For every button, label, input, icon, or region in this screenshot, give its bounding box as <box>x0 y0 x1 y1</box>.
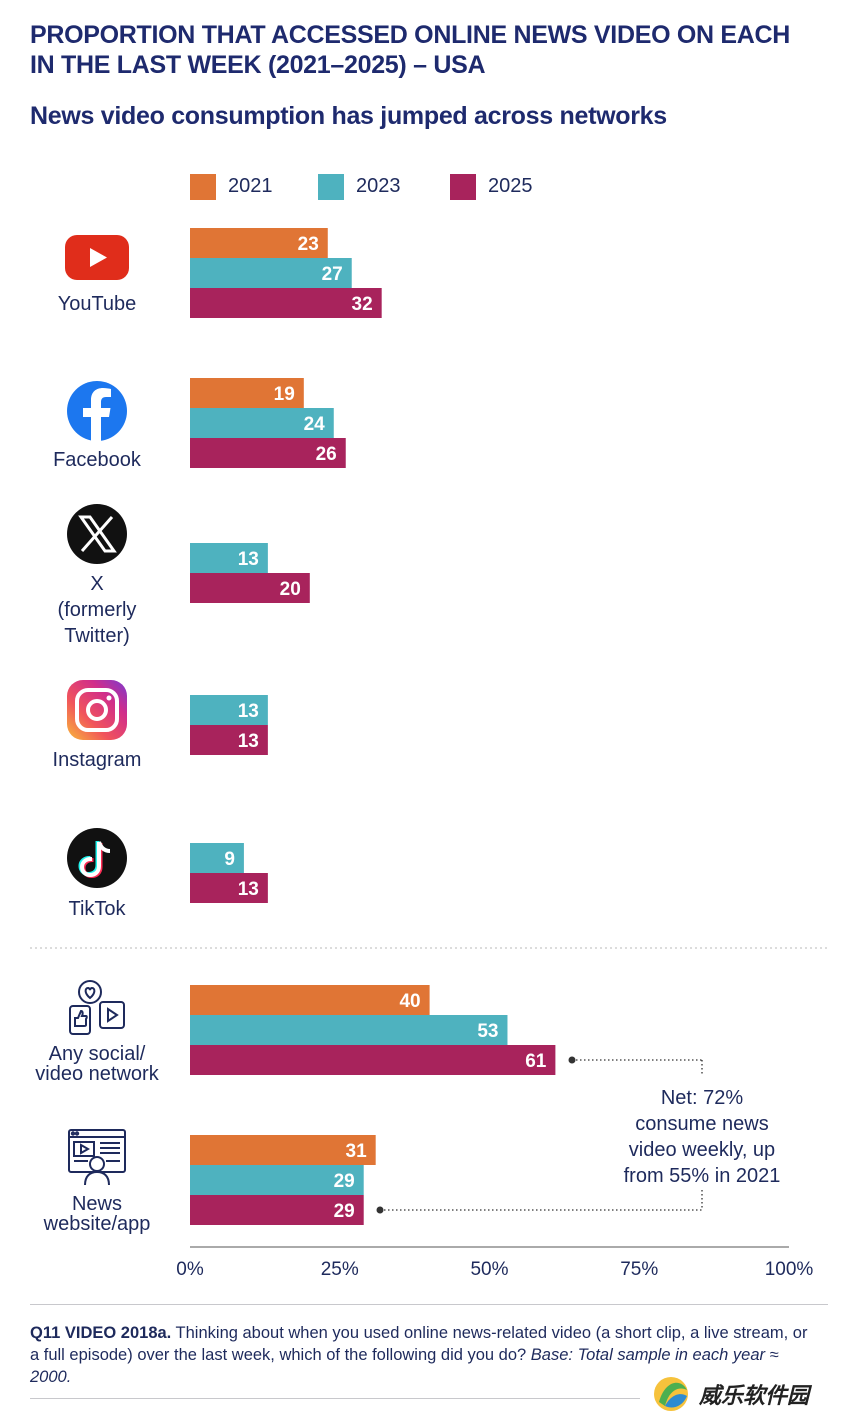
net-annotation-bracket <box>380 1059 703 1211</box>
bar-news-website-app-2025 <box>190 1195 364 1225</box>
value-label-news-website-app-2021: 31 <box>346 1141 368 1162</box>
bar-tiktok-2025 <box>190 873 268 903</box>
bar-any-social-video-network-2023 <box>190 1015 508 1045</box>
value-label-x-formerly-twitter--2025: 20 <box>280 579 301 600</box>
value-label-any-social-video-network-2023: 53 <box>477 1021 498 1042</box>
legend-swatch-2021 <box>190 174 216 200</box>
x-tick-label-0: 0% <box>176 1259 204 1280</box>
footnote: Q11 VIDEO 2018a. Thinking about when you… <box>30 1322 820 1388</box>
bar-youtube-2025 <box>190 288 382 318</box>
value-label-tiktok-2023: 9 <box>224 849 235 870</box>
value-label-facebook-2021: 19 <box>274 384 295 405</box>
legend-swatch-2025 <box>450 174 476 200</box>
legend-label-2023: 2023 <box>356 175 401 197</box>
value-label-instagram-2023: 13 <box>238 701 259 722</box>
net-annotation-text: Net: 72% consume news video weekly, up from… <box>624 1087 781 1187</box>
bar-instagram-2023 <box>190 695 268 725</box>
value-label-youtube-2021: 23 <box>298 234 319 255</box>
value-label-youtube-2023: 27 <box>322 264 343 285</box>
category-label-5: Any social/video network <box>35 1043 159 1085</box>
bar-x-formerly-twitter--2023 <box>190 543 268 573</box>
watermark-text: 威乐软件园 <box>698 1384 813 1409</box>
bar-youtube-2023 <box>190 258 352 288</box>
bar-facebook-2021 <box>190 378 304 408</box>
value-label-news-website-app-2023: 29 <box>334 1171 355 1192</box>
footnote-text: Thinking about when you used online news… <box>30 1324 808 1364</box>
legend-swatch-2023 <box>318 174 344 200</box>
value-label-news-website-app-2025: 29 <box>334 1201 355 1222</box>
tiktok-icon <box>67 828 127 888</box>
footnote-divider <box>30 1304 828 1305</box>
instagram-icon <box>67 680 127 740</box>
category-label-6: News website/app <box>43 1193 151 1235</box>
bar-youtube-2021 <box>190 228 328 258</box>
bar-facebook-2025 <box>190 438 346 468</box>
category-label-2: X (formerly Twitter) <box>58 573 137 647</box>
bar-chart: YouTube Facebook X (formerly Twitter) Instagr… <box>30 228 828 1280</box>
x-tick-label-2: 50% <box>470 1259 508 1280</box>
annotation-dot-social <box>568 1056 576 1064</box>
social-network-icon <box>69 980 125 1035</box>
value-label-facebook-2023: 24 <box>304 414 326 435</box>
value-label-tiktok-2025: 13 <box>238 879 259 900</box>
x-axis-ticks: 0% 25% 50% 75% 100% <box>176 1259 813 1280</box>
legend-label-2021: 2021 <box>228 175 273 197</box>
bar-any-social-video-network-2025 <box>190 1045 556 1075</box>
bar-news-website-app-2021 <box>190 1135 376 1165</box>
annotation-dot-news <box>376 1206 384 1214</box>
value-label-facebook-2025: 26 <box>316 444 337 465</box>
value-label-any-social-video-network-2021: 40 <box>399 991 420 1012</box>
facebook-icon <box>67 381 127 441</box>
watermark-logo: 威乐软件园 <box>654 1377 813 1411</box>
category-label-4: TikTok <box>68 898 126 920</box>
bar-x-formerly-twitter--2025 <box>190 573 310 603</box>
bar-facebook-2023 <box>190 408 334 438</box>
value-label-x-formerly-twitter--2023: 13 <box>238 549 259 570</box>
x-tick-label-3: 75% <box>620 1259 658 1280</box>
footnote-base: Base: Total sample in each year ≈ 2000. <box>30 1346 779 1386</box>
chart-title: PROPORTION THAT ACCESSED ONLINE NEWS VID… <box>30 21 791 79</box>
x-tick-label-1: 25% <box>321 1259 359 1280</box>
x-tick-label-4: 100% <box>765 1259 814 1280</box>
bottom-divider <box>30 1398 640 1399</box>
category-labels: YouTube Facebook X (formerly Twitter) Instagr… <box>35 293 159 1235</box>
value-label-any-social-video-network-2025: 61 <box>525 1051 547 1072</box>
chart-subtitle: News video consumption has jumped across… <box>30 102 667 130</box>
footnote-question: Q11 VIDEO 2018a. <box>30 1324 172 1342</box>
news-website-icon <box>68 1129 126 1186</box>
bar-any-social-video-network-2021 <box>190 985 430 1015</box>
category-label-1: Facebook <box>53 449 142 471</box>
category-label-0: YouTube <box>58 293 137 315</box>
bar-news-website-app-2023 <box>190 1165 364 1195</box>
value-label-youtube-2025: 32 <box>352 294 373 315</box>
youtube-icon <box>65 235 129 280</box>
x-twitter-icon <box>67 504 127 564</box>
value-label-instagram-2025: 13 <box>238 731 259 752</box>
legend-label-2025: 2025 <box>488 175 533 197</box>
bar-instagram-2025 <box>190 725 268 755</box>
category-label-3: Instagram <box>53 749 142 771</box>
bar-tiktok-2023 <box>190 843 244 873</box>
